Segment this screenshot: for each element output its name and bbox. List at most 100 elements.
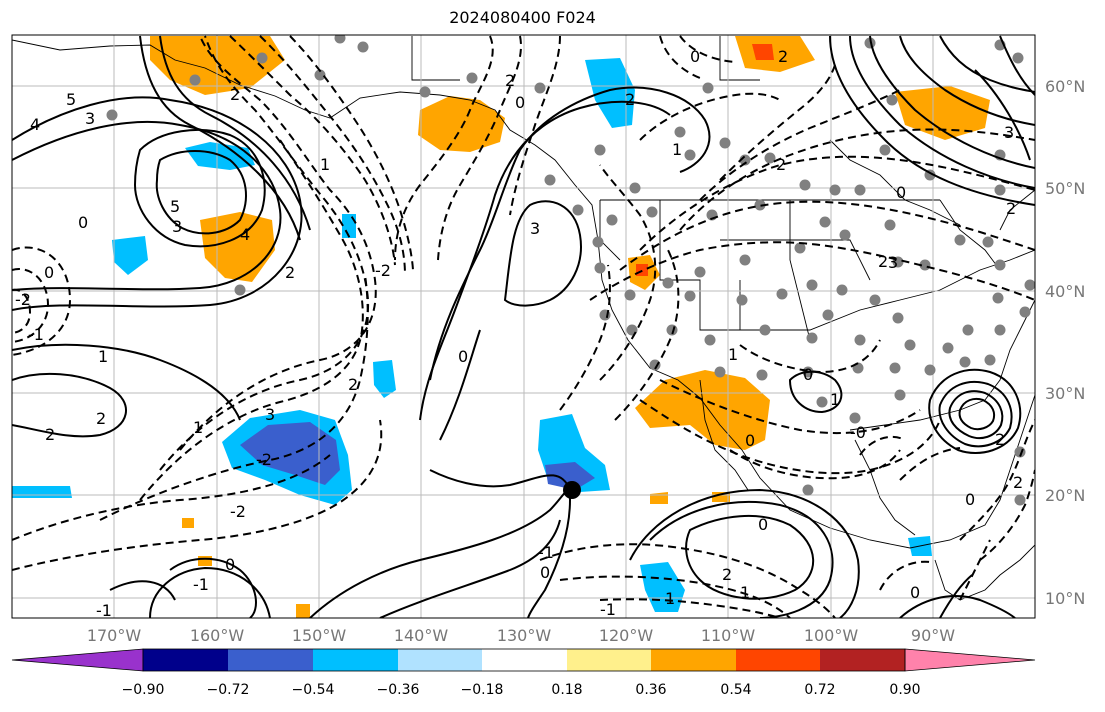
dashed-contours <box>12 35 1035 618</box>
contour-label: -1 <box>28 325 44 344</box>
shade-orange-labrador <box>895 86 990 140</box>
contour-label: 0 <box>540 563 550 582</box>
contour-label: 5 <box>66 90 76 109</box>
lon-label: 130°W <box>496 626 552 645</box>
contour-label: -2 <box>375 261 391 280</box>
lon-label: 120°W <box>598 626 654 645</box>
colorbar-tick: −0.54 <box>291 682 335 698</box>
colorbar-segment <box>567 649 651 671</box>
contour-label: 4 <box>30 115 40 134</box>
contour-label: 2 <box>348 375 358 394</box>
contour-label: -1 <box>538 543 554 562</box>
lat-label: 60°N <box>1045 77 1086 96</box>
shade-blue-small-central <box>373 360 396 398</box>
colorbar <box>11 648 1036 672</box>
contour-label: 2 <box>45 425 55 444</box>
contour-label: -0 <box>850 423 866 442</box>
contour-label: 0 <box>225 555 235 574</box>
map-plot: 5 3 4 5 4 0 3 2 0 -1 1 2 2 3 1 -2 -2 -1 … <box>11 34 1036 620</box>
contour-label: 1 <box>728 345 738 364</box>
shade-darkblue-east-pacific <box>545 462 595 490</box>
contour-label: -2 <box>15 290 31 309</box>
gridlines <box>12 35 1035 618</box>
contour-label: 0 <box>896 183 906 202</box>
contour-label: 5 <box>170 197 180 216</box>
contour-label: 3 <box>530 219 540 238</box>
contour-label: 3 <box>265 405 275 424</box>
colorbar-tick: −0.90 <box>121 682 165 698</box>
contour-label: 2 <box>995 430 1005 449</box>
contour-label: 1 <box>665 589 675 608</box>
lat-label: 30°N <box>1045 384 1086 403</box>
contour-label: 1 <box>98 347 108 366</box>
shade-orange-central-pacific <box>200 212 275 282</box>
contour-label: 2 <box>776 155 786 174</box>
contour-label: 3 <box>172 217 182 236</box>
contour-label: -1 <box>96 601 112 620</box>
contour-label: 2 <box>285 263 295 282</box>
shade-orange-mexico <box>635 370 770 450</box>
contour-label: 0 <box>758 515 768 534</box>
contour-label: 4 <box>240 225 250 244</box>
lat-label: 50°N <box>1045 179 1086 198</box>
colorbar-tick: −0.72 <box>206 682 250 698</box>
colorbar-tick: 0.72 <box>804 682 836 698</box>
storm-marker <box>563 481 581 499</box>
contour-labels: 5 3 4 5 4 0 3 2 0 -1 1 2 2 3 1 -2 -2 -1 … <box>15 47 1023 620</box>
contour-label: 1 <box>193 418 203 437</box>
shade-blue-small-west <box>112 236 148 275</box>
contour-label: 1 <box>740 583 750 602</box>
contour-label: 0 <box>745 431 755 450</box>
contour-label: 0 <box>515 93 525 112</box>
colorbar-segment <box>228 649 313 671</box>
contour-label: -1 <box>600 600 616 619</box>
lon-label: 140°W <box>393 626 449 645</box>
shade-red-nevada <box>636 264 648 276</box>
lon-label: 170°W <box>86 626 142 645</box>
contour-label: 1 <box>672 140 682 159</box>
contour-label: 3 <box>888 253 898 272</box>
shade-orange-small-3 <box>296 604 310 618</box>
colorbar-segment <box>313 649 398 671</box>
colorbar-tick: 0.18 <box>551 682 583 698</box>
contour-label: 0 <box>690 47 700 66</box>
contour-label: 2 <box>96 409 106 428</box>
map-title: 2024080400 F024 <box>449 8 596 27</box>
lon-label: 160°W <box>189 626 245 645</box>
contour-label: 2 <box>722 565 732 584</box>
contour-label: -2 <box>256 450 272 469</box>
contour-label: 2 <box>778 47 788 66</box>
lon-label: 150°W <box>291 626 347 645</box>
contour-label: 2 <box>230 85 240 104</box>
lon-label: 100°W <box>803 626 859 645</box>
colorbar-tick: −0.36 <box>376 682 420 698</box>
shade-blue-small-west2 <box>12 486 72 498</box>
contour-label: 0 <box>803 365 813 384</box>
shade-orange-small-5 <box>198 556 212 566</box>
lon-label: 110°W <box>700 626 756 645</box>
contour-label: 2 <box>1013 473 1023 492</box>
contour-label: 2 <box>505 71 515 90</box>
shade-orange-small-1 <box>650 492 668 504</box>
colorbar-extend-high <box>904 648 1036 672</box>
lat-label: 20°N <box>1045 486 1086 505</box>
contour-label: 1 <box>830 390 840 409</box>
colorbar-segment <box>820 649 905 671</box>
lat-label: 10°N <box>1045 589 1086 608</box>
contour-label: 3 <box>1004 123 1014 142</box>
map-frame <box>11 34 1036 619</box>
shade-orange-gulf-alaska <box>418 96 505 152</box>
observation-dots <box>106 35 1035 506</box>
contour-label: 2 <box>1006 199 1016 218</box>
colorbar-segment <box>143 649 228 671</box>
colorbar-extend-low <box>11 648 144 672</box>
contour-label: 0 <box>44 263 54 282</box>
shade-blue-bering <box>585 58 635 128</box>
contour-label: 0 <box>965 490 975 509</box>
colorbar-segment <box>482 649 567 671</box>
colorbar-segment <box>651 649 736 671</box>
colorbar-segment <box>736 649 820 671</box>
contour-label: 2 <box>878 252 888 271</box>
shaded-regions <box>12 36 990 618</box>
contour-label: 0 <box>78 213 88 232</box>
